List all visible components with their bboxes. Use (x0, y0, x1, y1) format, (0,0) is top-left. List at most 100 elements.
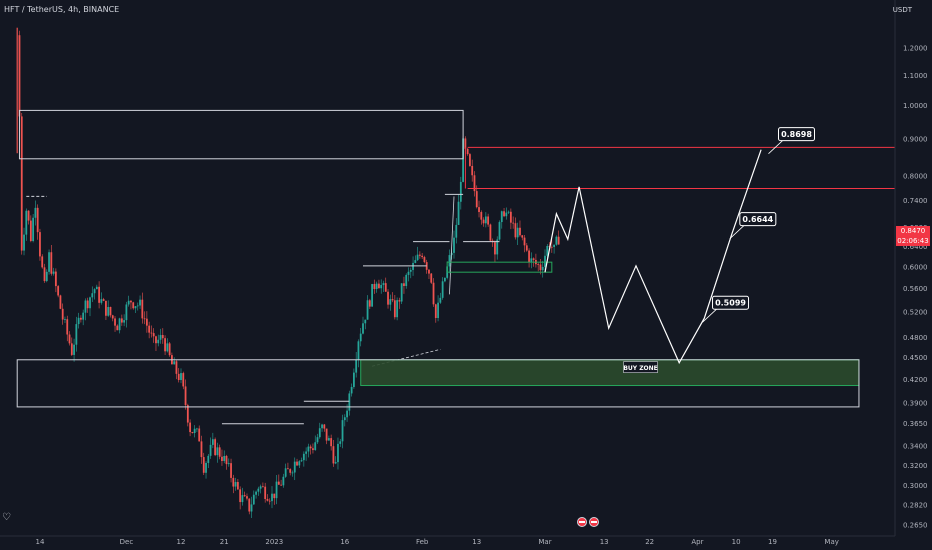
candle-body (80, 317, 82, 320)
candle-body (105, 300, 107, 316)
candle-body (211, 439, 214, 445)
candle-body (359, 333, 362, 342)
candle-body (316, 437, 319, 443)
candle-body (227, 463, 230, 465)
candle-body (248, 498, 251, 512)
x-tick-label: 21 (220, 538, 229, 546)
candle-body (453, 237, 455, 253)
candle-body (200, 441, 203, 458)
callout-value: 0.6644 (742, 215, 773, 224)
candle-body (416, 254, 419, 261)
candle-body (309, 446, 312, 449)
candle-body (161, 335, 164, 339)
candle-body (59, 295, 62, 309)
buy-zone-text: BUY ZONE (623, 365, 657, 372)
candle-body (177, 373, 180, 381)
candle-body (139, 299, 141, 306)
candle-body (512, 222, 515, 224)
candle-body (84, 300, 87, 313)
candle-body (141, 299, 144, 319)
x-tick-label: May (824, 538, 838, 546)
candle-body (509, 211, 512, 223)
candle-body (143, 318, 146, 320)
y-tick-label: 0.4500 (903, 354, 928, 362)
callout-pointer (702, 308, 717, 323)
candle-body (86, 300, 89, 309)
event-flag-icon[interactable] (577, 517, 587, 527)
x-tick-label: Dec (120, 538, 134, 546)
time-axis: 14 Dec 12 21 2023 16 Feb 13 Mar 13 22 Apr 10 19 May (35, 538, 838, 546)
candle-body (243, 495, 246, 497)
candle-body (444, 277, 446, 282)
candle-body (300, 460, 303, 462)
candle-body (66, 319, 69, 335)
candle-body (353, 372, 355, 387)
candle-body (448, 255, 451, 267)
candle-body (498, 222, 501, 240)
candle-body (528, 250, 530, 263)
candle-body (91, 293, 94, 298)
candle-body (168, 343, 171, 356)
candle-body (339, 441, 342, 444)
candle-body (132, 302, 135, 309)
callout-box (778, 127, 815, 142)
candle-body (382, 283, 385, 285)
candle-body (532, 258, 535, 260)
candle-body (18, 35, 21, 117)
range-box (16, 359, 860, 408)
candle-body (54, 271, 57, 287)
candle-body (52, 271, 55, 274)
y-tick-label: 0.7400 (903, 197, 928, 205)
candle-body (75, 324, 78, 345)
candle-body (516, 227, 519, 238)
candle-body (273, 493, 276, 499)
candle-body (207, 455, 210, 463)
candle-body (525, 245, 528, 251)
candle-body (205, 462, 207, 473)
candle-body (236, 482, 239, 490)
x-tick-label: 13 (600, 538, 609, 546)
candle-body (432, 282, 435, 305)
candle-body (130, 300, 132, 303)
x-tick-label: Apr (691, 538, 703, 546)
event-flag-icon[interactable] (589, 517, 599, 527)
candle-body (120, 318, 123, 323)
tradingview-logo-icon[interactable]: ♡ (2, 512, 11, 523)
candle-body (287, 468, 289, 470)
candle-body (109, 306, 112, 316)
candle-body (480, 212, 483, 220)
candle-body (457, 201, 460, 225)
candle-body (136, 305, 139, 307)
candle-body (469, 154, 471, 166)
candle-body (521, 235, 524, 238)
candle-body (375, 283, 378, 290)
candle-body (125, 304, 128, 321)
candle-body (266, 498, 269, 501)
candle-body (264, 486, 267, 499)
candle-body (298, 461, 301, 466)
candle-body (191, 432, 194, 434)
candle-body (337, 443, 339, 463)
candle-body (252, 494, 255, 505)
y-tick-label: 0.3650 (903, 420, 928, 428)
zone-boxes (16, 109, 860, 408)
candle-body (123, 320, 126, 323)
candle-body (164, 338, 166, 352)
candle-body (503, 211, 505, 217)
candle-body (209, 444, 212, 456)
candle-body (182, 373, 185, 387)
candle-body (234, 482, 237, 487)
candle-body (327, 438, 330, 441)
candle-body (371, 284, 373, 307)
buy-zone-box (360, 359, 860, 387)
candle-body (478, 207, 480, 213)
candle-body (441, 281, 444, 298)
candle-body (405, 274, 408, 286)
candle-body (77, 317, 80, 325)
candle-body (514, 223, 517, 238)
candle-body (305, 451, 308, 454)
y-tick-label: 0.2650 (903, 521, 928, 529)
candle-body (70, 343, 73, 355)
callout-box (739, 212, 777, 227)
